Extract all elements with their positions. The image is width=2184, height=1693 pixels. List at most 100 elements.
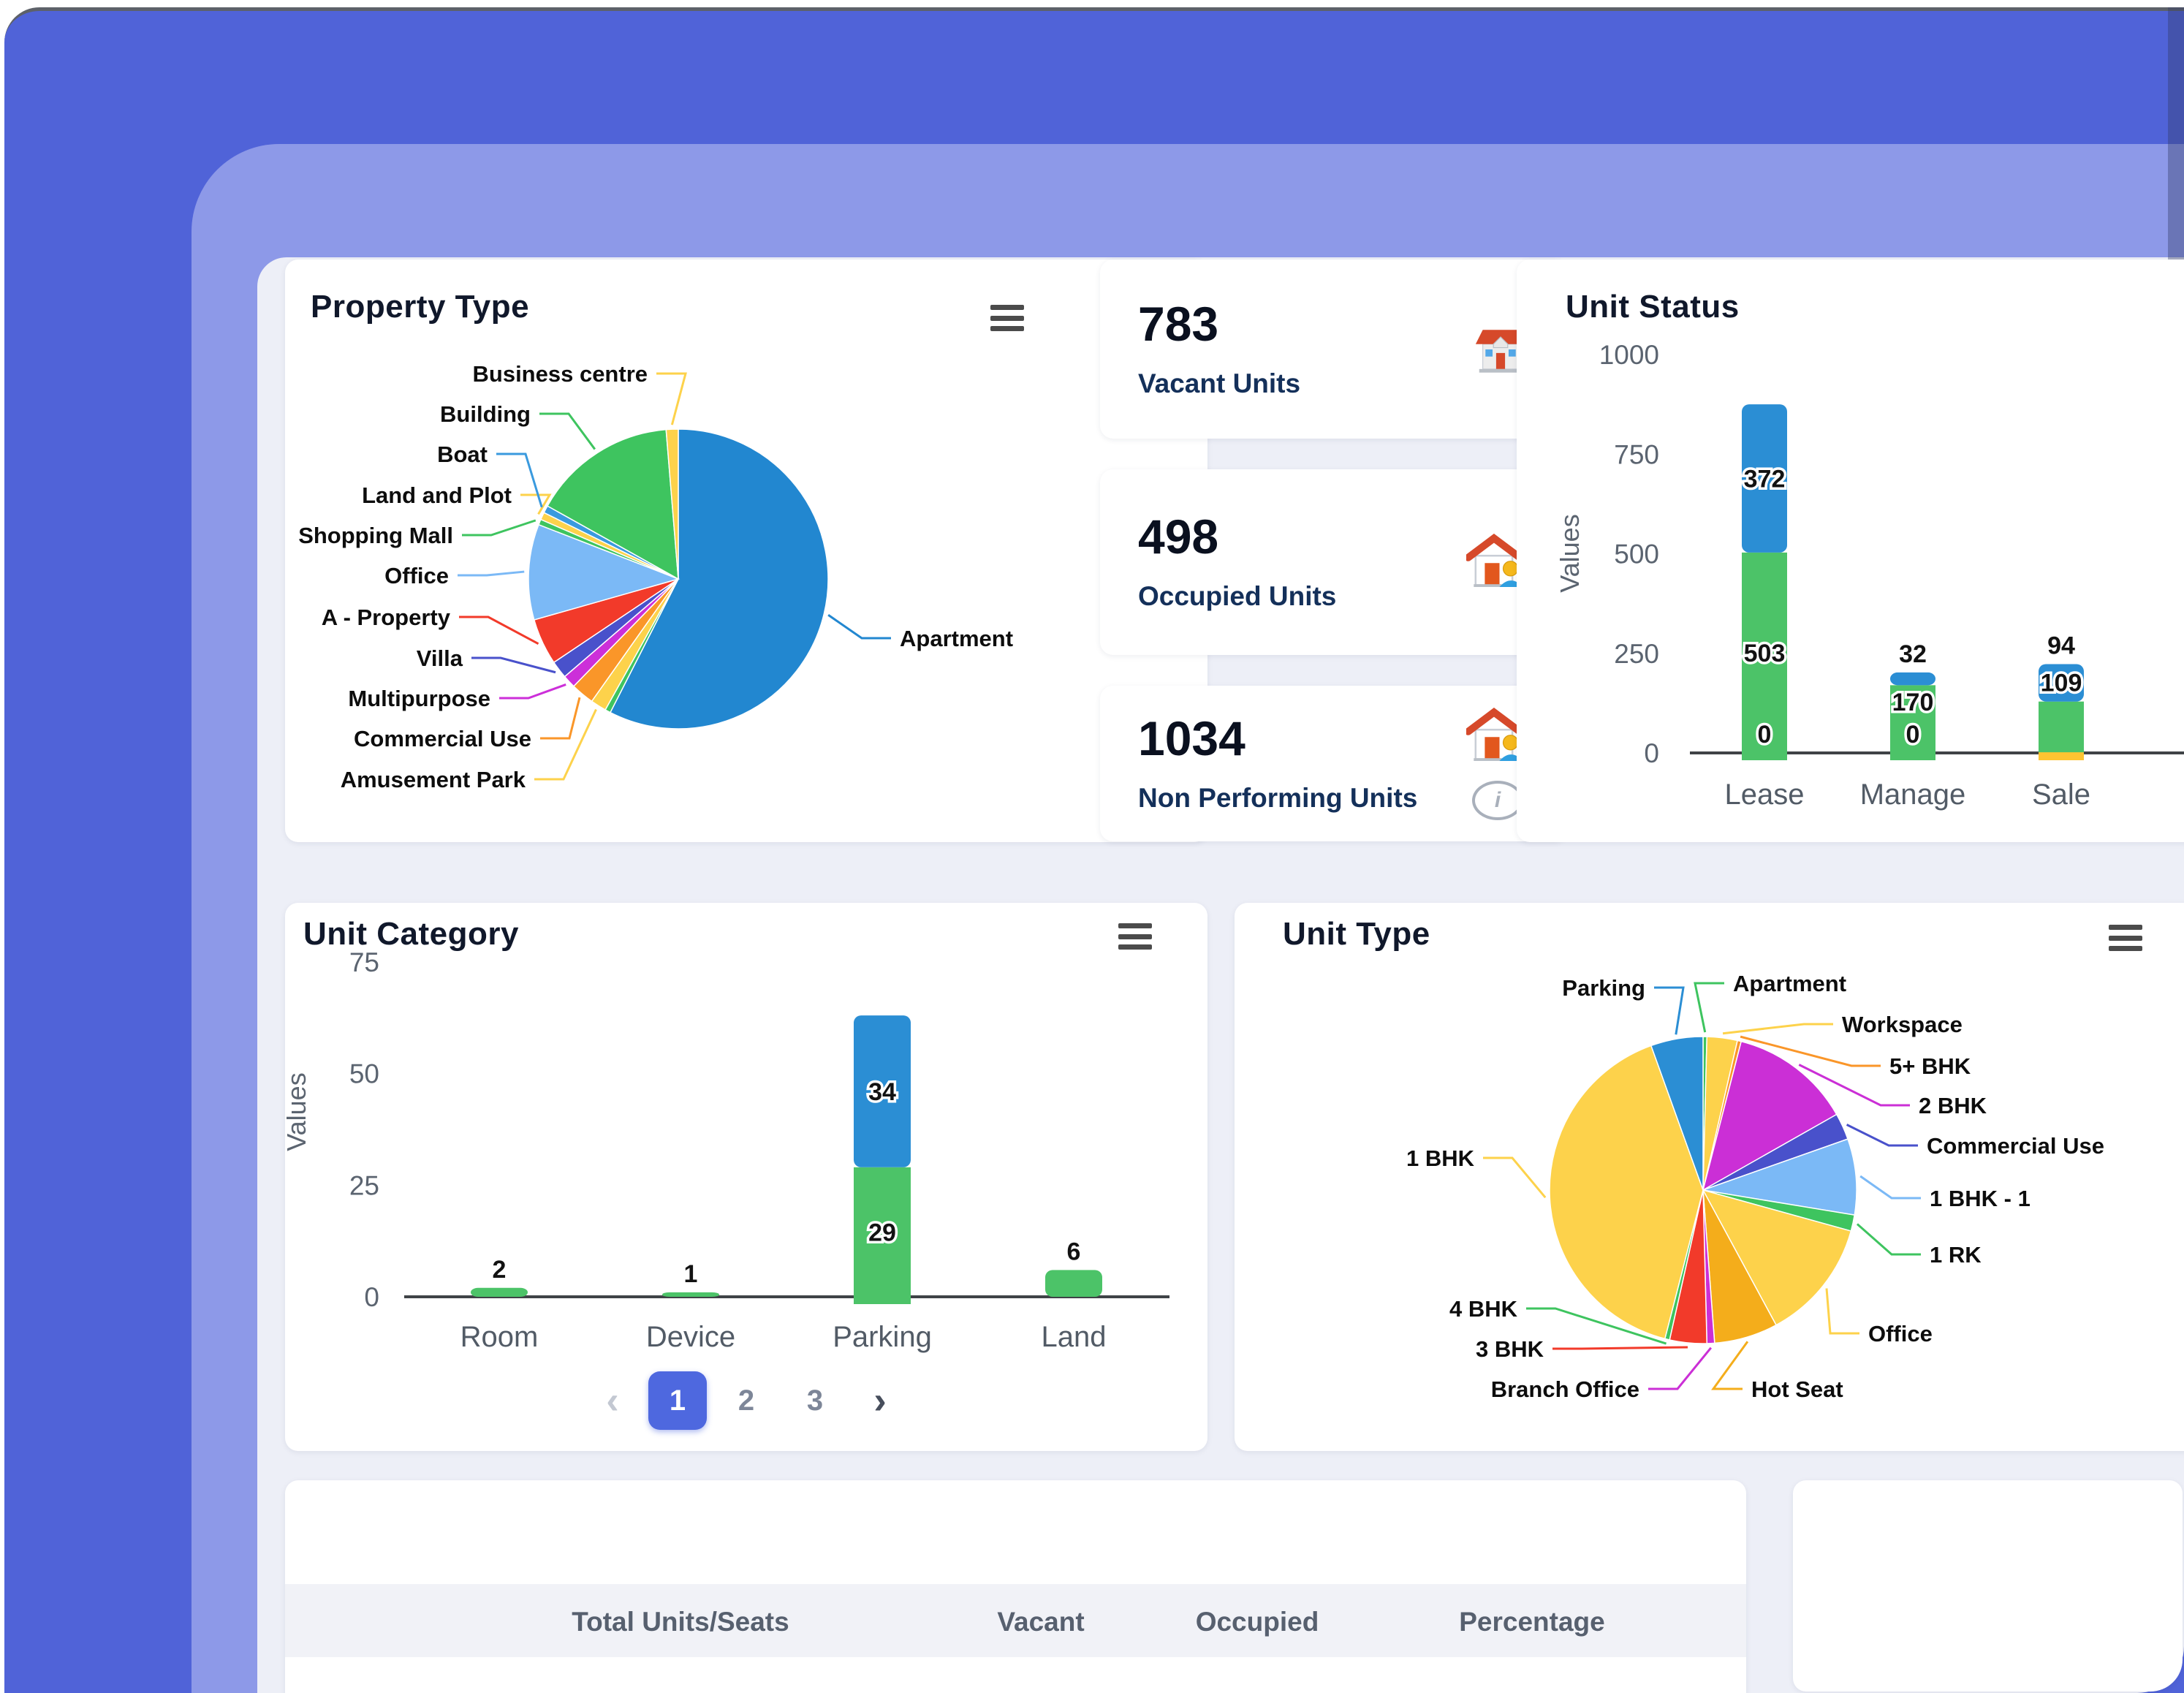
pie-leader-shopping-mall <box>462 519 536 537</box>
pie-label-1-bhk-1: 1 BHK - 1 <box>1930 1186 2031 1211</box>
pie-label-1-bhk: 1 BHK <box>1406 1145 1475 1171</box>
pie-leader-workspace <box>1722 1023 1833 1035</box>
side-panel-card <box>1793 1480 2183 1692</box>
pagination-page-2[interactable]: 2 <box>717 1371 776 1430</box>
pie-leader-boat <box>496 452 543 508</box>
bar-value-label: 29 <box>868 1219 896 1246</box>
y-axis-title: Values <box>281 1072 311 1151</box>
pie-label-villa: Villa <box>417 645 463 671</box>
pagination-prev-icon[interactable]: ‹ <box>587 1371 638 1431</box>
pie-label-1-rk: 1 RK <box>1930 1242 1982 1268</box>
category-label-sale: Sale <box>2032 779 2090 811</box>
column-header-percentage: Percentage <box>1459 1607 1605 1637</box>
pie-leader-1-rk <box>1856 1223 1921 1256</box>
pie-slice-1-bhk[interactable] <box>1549 1045 1704 1340</box>
pie-label-business-centre: Business centre <box>473 361 648 387</box>
pie-slice-2-bhk[interactable] <box>1702 1040 1838 1192</box>
pie-leader-1-bhk <box>1483 1156 1547 1199</box>
pie-leader-amusement-park <box>534 708 597 781</box>
house-person-icon <box>1466 707 1524 761</box>
non-performing-units-value: 1034 <box>1138 711 1245 765</box>
property-type-title: Property Type <box>311 289 530 325</box>
pie-label-commercial-use: Commercial Use <box>1927 1133 2104 1159</box>
pie-leader-commercial-use <box>540 697 581 740</box>
pie-leader-hot-seat <box>1711 1341 1749 1390</box>
pagination-page-3[interactable]: 3 <box>786 1371 844 1430</box>
pie-label-4-bhk: 4 BHK <box>1449 1296 1518 1322</box>
scrollbar-strip[interactable] <box>2168 7 2184 260</box>
pagination-page-1[interactable]: 1 <box>648 1371 707 1430</box>
y-tick: 0 <box>364 1282 379 1312</box>
pie-label-boat: Boat <box>437 442 488 467</box>
bar-segment-manage[interactable] <box>1890 672 1935 686</box>
bar-segment-lease[interactable] <box>1742 552 1787 760</box>
house-person-icon <box>1466 534 1524 587</box>
pie-leader-multipurpose <box>499 683 566 700</box>
pie-label-office: Office <box>1868 1321 1933 1347</box>
pie-leader-building <box>539 412 596 450</box>
pie-slice-office[interactable] <box>1702 1189 1852 1326</box>
pie-leader-1-bhk-1 <box>1859 1175 1921 1200</box>
pie-label-apartment: Apartment <box>1733 971 1846 996</box>
y-tick: 500 <box>1614 539 1659 569</box>
bar-value-label: 34 <box>868 1078 896 1106</box>
bar-segment-sale[interactable] <box>2039 664 2084 702</box>
chart-menu-icon[interactable] <box>2109 925 2142 951</box>
pie-slice-parking[interactable] <box>1650 1036 1704 1191</box>
pie-slice-apartment[interactable] <box>609 428 829 730</box>
column-header-total-units: Total Units/Seats <box>572 1607 789 1637</box>
table-header-row: Total Units/Seats Vacant Occupied Percen… <box>285 1584 1746 1657</box>
pie-leader-land-and-plot <box>520 493 552 515</box>
pie-leader-branch-office <box>1648 1347 1713 1390</box>
chart-menu-icon[interactable] <box>1118 923 1152 950</box>
pie-label-3-bhk: 3 BHK <box>1476 1336 1544 1362</box>
bar-segment-sale[interactable] <box>2039 701 2084 753</box>
non-performing-units-label: Non Performing Units <box>1138 782 1418 813</box>
pie-leader-5-bhk <box>1740 1035 1881 1067</box>
vacant-units-label: Vacant Units <box>1138 368 1301 398</box>
pie-label-workspace: Workspace <box>1842 1012 1963 1037</box>
pie-leader-3-bhk <box>1552 1346 1688 1350</box>
category-label-land: Land <box>1042 1321 1107 1353</box>
bar-segment-manage[interactable] <box>1890 685 1935 760</box>
category-label-manage: Manage <box>1860 779 1966 811</box>
category-label-room: Room <box>460 1321 539 1353</box>
pie-label-land-and-plot: Land and Plot <box>362 482 512 508</box>
y-tick: 75 <box>349 947 379 977</box>
non-performing-units-card: 1034 Non Performing Units i <box>1100 686 1567 841</box>
vacant-units-card: 783 Vacant Units <box>1100 260 1567 439</box>
pie-slice-building[interactable] <box>546 428 679 580</box>
bar-segment-room[interactable] <box>471 1287 528 1297</box>
pie-label-a-property: A - Property <box>322 605 451 630</box>
column-header-occupied: Occupied <box>1195 1607 1319 1637</box>
bar-segment-parking[interactable] <box>854 1167 911 1304</box>
category-label-parking: Parking <box>833 1321 932 1353</box>
pie-leader-a-property <box>459 616 539 645</box>
pie-leader-parking <box>1654 986 1685 1035</box>
pie-label-shopping-mall: Shopping Mall <box>298 523 453 548</box>
pie-leader-office <box>1825 1288 1859 1335</box>
bar-value-label: 372 <box>1744 465 1786 493</box>
units-table-card: Total Units/Seats Vacant Occupied Percen… <box>285 1480 1746 1693</box>
bar-value-label: 109 <box>2041 670 2082 697</box>
bar-segment-parking[interactable] <box>854 1015 911 1167</box>
pie-slice-office[interactable] <box>528 523 680 621</box>
category-label-lease: Lease <box>1725 779 1805 811</box>
bar-value-label: 32 <box>1899 640 1927 668</box>
unit-type-title: Unit Type <box>1283 916 1430 952</box>
pie-label-2-bhk: 2 BHK <box>1919 1093 1987 1118</box>
bar-segment-lease[interactable] <box>1742 404 1787 553</box>
pie-leader-business-centre <box>656 372 687 425</box>
unit-category-title: Unit Category <box>303 916 519 952</box>
occupied-units-card: 498 Occupied Units <box>1100 469 1567 655</box>
bar-value-label: 0 <box>1758 721 1772 749</box>
pagination-next-icon[interactable]: › <box>854 1371 906 1431</box>
chart-menu-icon[interactable] <box>990 305 1024 331</box>
bar-segment-land[interactable] <box>1045 1270 1102 1297</box>
bar-value-label: 1 <box>684 1260 698 1288</box>
pie-leader-apartment <box>827 614 891 640</box>
bar-segment-device[interactable] <box>662 1292 719 1297</box>
pie-slice-business-centre[interactable] <box>665 428 679 580</box>
pie-leader-2-bhk <box>1798 1064 1910 1107</box>
